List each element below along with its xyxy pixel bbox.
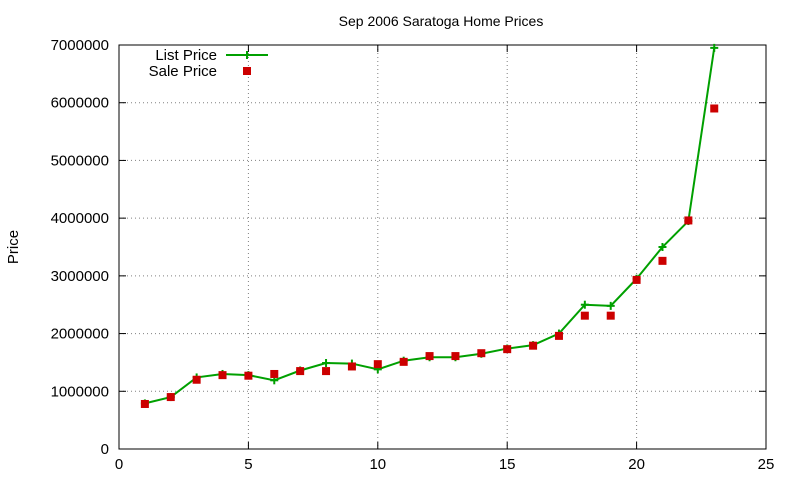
y-tick-label: 7000000 — [51, 37, 109, 54]
sale-price-point — [606, 311, 615, 320]
y-tick-label: 6000000 — [51, 95, 109, 112]
y-tick-label: 0 — [101, 441, 109, 458]
x-tick-label: 15 — [499, 456, 516, 473]
y-tick-label: 3000000 — [51, 268, 109, 285]
sale-price-point — [347, 362, 356, 371]
legend-label: List Price — [155, 47, 217, 64]
y-axis-label: Price — [5, 230, 22, 264]
list-price-point — [606, 301, 615, 310]
sale-price-point — [632, 275, 641, 284]
sale-price-point — [580, 311, 589, 320]
sale-price-point — [554, 331, 563, 340]
plot-frame — [118, 44, 767, 450]
list-price-point — [580, 300, 589, 309]
list-price-point — [710, 43, 719, 52]
grid-lines — [119, 45, 766, 449]
sale-price-point — [322, 367, 331, 376]
y-tick-label: 2000000 — [51, 326, 109, 343]
sale-price-point — [451, 352, 460, 361]
x-tick-label: 0 — [115, 456, 123, 473]
list-price-point — [322, 359, 331, 368]
chart-title: Sep 2006 Saratoga Home Prices — [339, 13, 544, 29]
sale-price-point — [140, 399, 149, 408]
sale-price-point — [477, 349, 486, 358]
sale-price-point — [373, 360, 382, 369]
sale-price-point — [399, 357, 408, 366]
sale-price-point — [529, 341, 538, 350]
data-marks — [140, 43, 719, 408]
x-tick-label: 10 — [369, 456, 386, 473]
sale-price-point — [658, 256, 667, 265]
sale-price-point — [503, 345, 512, 354]
sale-price-point — [244, 371, 253, 380]
legend-marker — [243, 51, 251, 59]
x-tick-label: 25 — [758, 456, 775, 473]
sale-price-point — [166, 393, 175, 402]
sale-price-point — [425, 352, 434, 361]
sale-price-point — [710, 104, 719, 113]
sale-price-point — [270, 369, 279, 378]
y-tick-label: 4000000 — [51, 210, 109, 227]
list-price-line — [144, 47, 716, 405]
sale-price-point — [192, 375, 201, 384]
y-tick-label: 5000000 — [51, 152, 109, 169]
sale-price-point — [296, 367, 305, 376]
legend-label: Sale Price — [149, 63, 217, 80]
sale-price-point — [218, 371, 227, 380]
legend-marker — [243, 67, 251, 75]
list-price-point — [658, 243, 667, 251]
axis-ticks: 0 5 10 15 20 25 0 1000000 2000000 3000000 4000000 5… — [51, 37, 775, 473]
x-tick-label: 20 — [628, 456, 645, 473]
y-tick-label: 1000000 — [51, 383, 109, 400]
x-tick-label: 5 — [244, 456, 252, 473]
sale-price-point — [684, 216, 693, 225]
